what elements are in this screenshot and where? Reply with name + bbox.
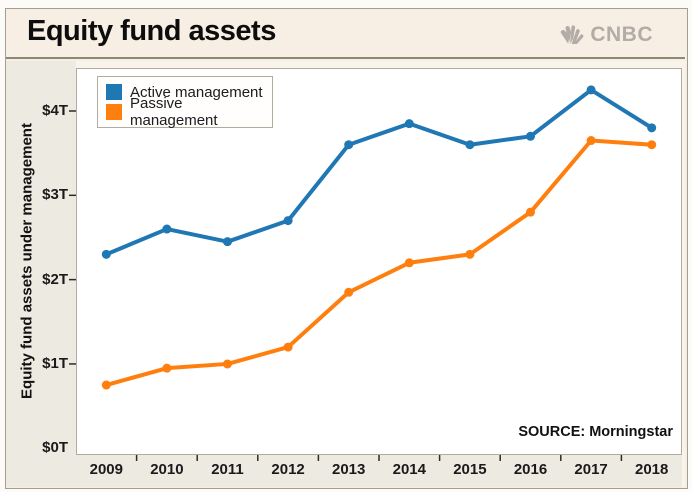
legend-item-passive: Passive management [106, 95, 264, 129]
legend-label-active: Active management [130, 83, 263, 101]
passive-data-point [465, 249, 475, 259]
passive-data-point [526, 207, 535, 217]
active-data-point [162, 224, 172, 234]
y-tick-label: $3T [42, 186, 68, 204]
chart-figure: Equity fund assets under management $0T $… [6, 61, 685, 487]
active-data-point [526, 131, 535, 141]
x-tick-label: 2010 [150, 461, 184, 478]
header: Equity fund assets CNBC [6, 9, 685, 59]
legend-item-active: Active management [106, 82, 264, 102]
y-tick-label: $0T [42, 439, 68, 457]
x-tick-label: 2016 [513, 461, 548, 478]
x-tick-label: 2013 [332, 461, 366, 478]
passive-data-point [283, 342, 293, 352]
line-chart [69, 85, 657, 461]
x-tick-label: 2018 [635, 461, 669, 478]
active-data-point [404, 119, 414, 129]
x-tick-label: 2017 [574, 461, 608, 478]
passive-swatch [106, 104, 122, 120]
legend-label-passive: Passive management [130, 95, 218, 129]
y-tick-label: $1T [42, 354, 68, 372]
passive-data-point [223, 359, 232, 369]
y-tick-label: $4T [42, 102, 68, 119]
passive-data-point [344, 287, 354, 297]
passive-data-point [162, 363, 172, 373]
peacock-icon [561, 25, 584, 44]
active-data-point [283, 216, 293, 226]
page-title: Equity fund assets [27, 15, 276, 47]
x-tick-label: 2012 [271, 461, 305, 478]
active-data-point [223, 237, 232, 247]
passive-line [104, 138, 654, 388]
source-note: SOURCE: Morningstar [518, 424, 673, 440]
passive-data-point [647, 140, 657, 150]
passive-data-point [101, 380, 111, 390]
legend: Active management Passive management [97, 76, 273, 129]
x-tick-label: 2014 [392, 461, 426, 478]
y-axis-strip [6, 61, 76, 487]
active-data-point [586, 85, 596, 95]
active-line [104, 87, 654, 257]
active-swatch [106, 84, 122, 100]
chart-card: Equity fund assets CNBC Equity fund asse… [5, 8, 688, 489]
active-data-point [647, 123, 657, 133]
x-axis-strip [6, 455, 682, 487]
y-tick-label: $2T [42, 270, 68, 288]
active-data-point [465, 140, 475, 150]
passive-data-point [586, 136, 596, 146]
x-tick-label: 2011 [211, 461, 244, 478]
active-data-point [101, 249, 111, 259]
x-tick-label: 2015 [453, 461, 487, 478]
x-tick-label: 2009 [89, 461, 123, 478]
passive-data-point [404, 258, 414, 268]
cnbc-logo: CNBC [555, 23, 653, 47]
active-data-point [344, 140, 354, 150]
cnbc-logo-text: CNBC [590, 23, 653, 46]
